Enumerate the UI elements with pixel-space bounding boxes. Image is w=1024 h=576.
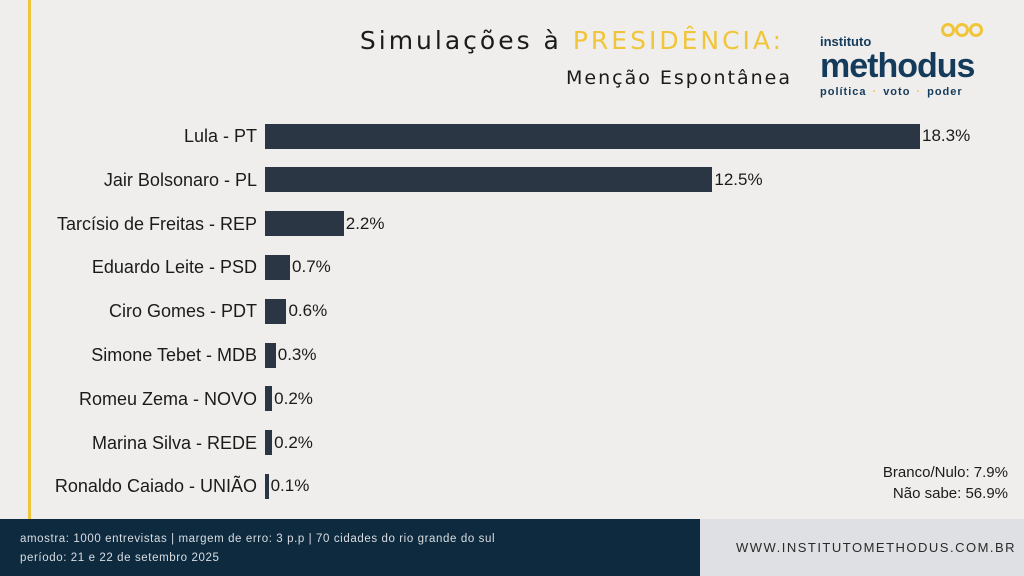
category-label: Ronaldo Caiado - UNIÃO [54, 476, 257, 497]
category-label: Eduardo Leite - PSD [91, 257, 257, 278]
category-label: Simone Tebet - MDB [91, 345, 257, 365]
category-label: Tarcísio de Freitas - REP [56, 213, 257, 234]
logo-rings-icon [941, 23, 983, 37]
category-label: Jair Bolsonaro - PL [103, 169, 257, 190]
footer-period: período: 21 e 22 de setembro 2025 [20, 552, 220, 564]
chart-title: Simulações à PRESIDÊNCIA: [359, 26, 784, 55]
bar [265, 386, 273, 412]
footer-info: amostra: 1000 entrevistas | margem de er… [0, 519, 700, 576]
value-label: 0.2% [274, 432, 313, 452]
footer-website: WWW.INSTITUTOMETHODUS.COM.BR [700, 519, 1024, 576]
bar [265, 430, 273, 456]
value-label: 0.1% [270, 476, 310, 496]
notes: Branco/Nulo: 7.9% Não sabe: 56.9% [883, 462, 1008, 504]
bar [265, 167, 713, 193]
website-link[interactable]: WWW.INSTITUTOMETHODUS.COM.BR [736, 540, 1017, 555]
category-label: Lula - PT [183, 126, 257, 146]
value-label: 0.3% [277, 345, 317, 364]
value-label: 0.2% [274, 388, 313, 408]
bar [265, 254, 291, 280]
nao-sabe: Não sabe: 56.9% [892, 485, 1008, 502]
footer-sample: amostra: 1000 entrevistas | margem de er… [20, 533, 496, 545]
bar [265, 342, 276, 368]
bar [265, 211, 344, 237]
value-label: 18.3% [922, 126, 971, 145]
category-label: Ciro Gomes - PDT [108, 301, 257, 322]
bar [265, 473, 269, 499]
branco-nulo: Branco/Nulo: 7.9% [882, 464, 1008, 481]
value-label: 0.7% [292, 257, 331, 277]
logo-tagline: política · voto · poder [820, 86, 963, 98]
value-label: 12.5% [714, 169, 763, 189]
bar [265, 298, 287, 324]
methodus-logo: instituto methodus política · voto · poder [820, 22, 990, 99]
category-label: Marina Silva - REDE [91, 432, 257, 453]
value-label: 2.2% [345, 213, 385, 233]
category-label: Romeu Zema - NOVO [78, 388, 257, 409]
logo-top-text: instituto [820, 34, 872, 49]
accent-line [28, 0, 31, 519]
bar [265, 123, 920, 149]
logo-name: methodus [820, 47, 975, 85]
chart-subtitle: Menção Espontânea [566, 67, 792, 89]
value-label: 0.6% [288, 301, 328, 321]
